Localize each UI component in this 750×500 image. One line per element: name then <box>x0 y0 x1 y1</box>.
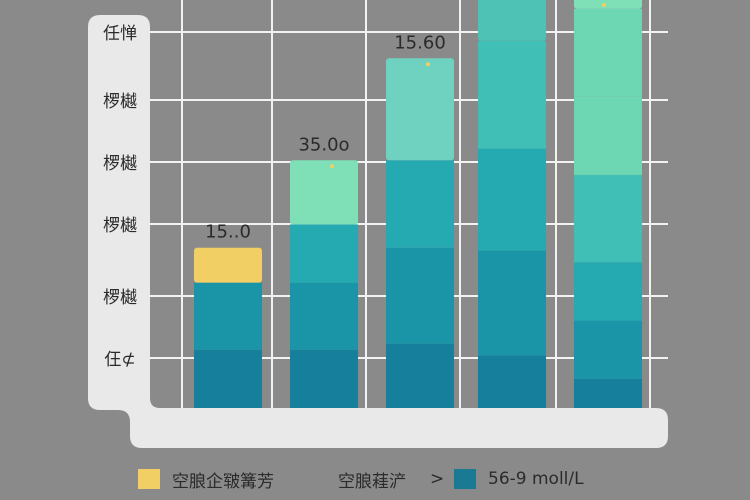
bar-segment <box>194 282 262 350</box>
bar-segment <box>386 160 454 248</box>
chart-panel <box>88 15 668 448</box>
bar-segment <box>574 378 642 408</box>
bar-segment <box>290 224 358 283</box>
bar-top-marker <box>330 164 334 169</box>
bars <box>194 0 642 408</box>
bar-segment <box>194 247 262 283</box>
bar-segment <box>478 0 546 41</box>
legend-swatch-teal <box>454 469 476 489</box>
bar-top-marker <box>234 251 238 256</box>
y-tick-label: 椤樾 <box>103 92 137 112</box>
legend-item-2: 空朖蓕浐 <box>338 462 406 496</box>
legend-item-3: 56-9 moll/L <box>454 462 584 496</box>
bar-segment <box>290 282 358 350</box>
bar-top-marker <box>602 3 606 7</box>
bar-segment <box>574 8 642 97</box>
bar-segment <box>386 58 454 161</box>
bar-segment <box>574 320 642 379</box>
legend: 空朖企皲篝芳 空朖蓕浐 > 56-9 moll/L <box>0 462 750 496</box>
bar-segment <box>478 250 546 356</box>
bar-segment <box>478 40 546 149</box>
bar-segment <box>574 174 642 263</box>
bar-top-marker <box>426 62 430 67</box>
bar-segment <box>290 160 358 225</box>
bar-value-label: 35.0o <box>298 134 349 155</box>
y-tick-label: 椤樾 <box>103 154 137 174</box>
bar-segment <box>194 349 262 408</box>
chart-frame <box>88 15 668 448</box>
legend-separator: > <box>430 469 445 489</box>
bar-segment <box>574 0 642 9</box>
y-tick-label: 椤樾 <box>103 216 137 236</box>
bar-segment <box>478 148 546 251</box>
y-tick-label: 仼⊄ <box>104 350 135 370</box>
y-tick-label: 任惮 <box>103 24 137 44</box>
bar-segment <box>290 349 358 408</box>
legend-label-3: 56-9 moll/L <box>488 469 584 489</box>
bar-segment <box>386 343 454 408</box>
legend-label-1: 空朖企皲篝芳 <box>172 471 274 492</box>
legend-swatch-yellow <box>138 469 160 489</box>
bar-segment <box>478 355 546 408</box>
legend-item-1: 空朖企皲篝芳 <box>138 462 274 496</box>
bar-value-label: 15.60 <box>394 32 446 53</box>
bar-segment <box>574 96 642 175</box>
bar-segment <box>574 262 642 321</box>
legend-label-2: 空朖蓕浐 <box>338 471 406 492</box>
bar-value-label: 15..0 <box>205 222 251 243</box>
bar-segment <box>386 247 454 344</box>
y-tick-label: 椤樾 <box>103 288 137 308</box>
